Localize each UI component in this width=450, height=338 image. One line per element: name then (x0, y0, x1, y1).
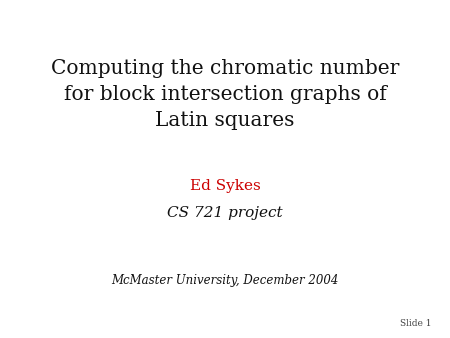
Text: Ed Sykes: Ed Sykes (189, 179, 261, 193)
Text: McMaster University, December 2004: McMaster University, December 2004 (111, 274, 339, 287)
Text: Computing the chromatic number
for block intersection graphs of
Latin squares: Computing the chromatic number for block… (51, 59, 399, 130)
Text: CS 721 project: CS 721 project (167, 206, 283, 220)
Text: Slide 1: Slide 1 (400, 319, 432, 328)
